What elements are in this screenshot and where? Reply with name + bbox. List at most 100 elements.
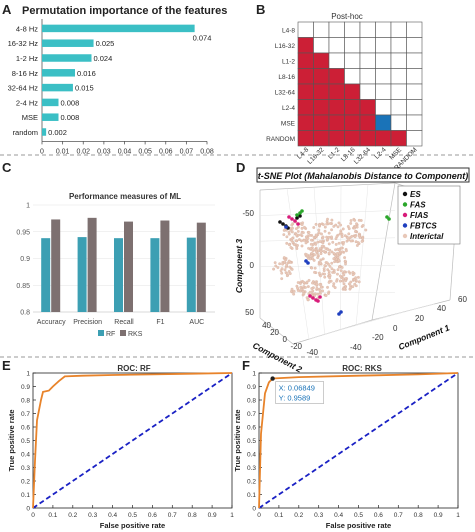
panel-letter-c: C bbox=[2, 160, 12, 175]
panel-b-matrix-cell bbox=[328, 99, 345, 116]
panel-d-interictal-point bbox=[313, 270, 316, 274]
panel-c-performance-bars: Performance measures of ML 0.8 0.85 0.9 0.9… bbox=[16, 192, 215, 338]
roc-x-tick-label: 0.8 bbox=[414, 512, 423, 519]
panel-d-legend-marker bbox=[402, 223, 408, 228]
panel-b-matrix-cell bbox=[297, 21, 314, 38]
panel-b-posthoc-matrix: Post-hoc L4-8L16-32L1-2L8-16L32-64L2-4MS… bbox=[266, 12, 423, 172]
panel-c-legend-label: RKS bbox=[128, 331, 143, 338]
panel-d-interictal-point bbox=[336, 251, 339, 255]
panel-d-interictal-point bbox=[344, 249, 348, 253]
panel-c-bar bbox=[51, 219, 61, 312]
panel-d-interictal-point bbox=[319, 258, 323, 262]
panel-d-grid-line bbox=[259, 210, 396, 216]
panel-d-interictal-point bbox=[332, 282, 336, 286]
panel-d-interictal-point bbox=[334, 223, 338, 227]
panel-d-interictal-point bbox=[305, 280, 309, 284]
panel-d-interictal-point bbox=[302, 239, 306, 242]
panel-d-interictal-point bbox=[278, 262, 282, 266]
panel-d-interictal-point bbox=[332, 252, 336, 255]
panel-d-interictal-point bbox=[285, 263, 289, 267]
panel-c-bar bbox=[160, 220, 170, 312]
panel-d-interictal-point bbox=[300, 287, 304, 291]
panel-a-bar bbox=[42, 24, 195, 33]
panel-d-interictal-point bbox=[325, 261, 329, 265]
roc-x-tick-label: 0.6 bbox=[374, 512, 383, 519]
panel-b-matrix-cell bbox=[313, 37, 330, 54]
panel-d-interictal-point bbox=[321, 257, 325, 261]
panel-b-matrix-cell bbox=[390, 83, 407, 100]
panel-b-matrix-cell bbox=[328, 114, 345, 131]
roc-y-axis-label: True positive rate bbox=[7, 409, 16, 471]
panel-d-interictal-point bbox=[343, 256, 346, 259]
panel-d-interictal-point bbox=[349, 286, 353, 290]
panel-d-interictal-point bbox=[339, 231, 343, 234]
panel-d-seizure-point bbox=[298, 214, 302, 218]
panel-c-legend-swatch bbox=[120, 330, 126, 336]
panel-d-legend-marker bbox=[402, 202, 408, 207]
panel-d-interictal-point bbox=[290, 267, 294, 271]
roc-chance-line bbox=[258, 372, 459, 509]
panel-d-interictal-point bbox=[296, 229, 300, 233]
panel-b-matrix-cell bbox=[375, 68, 392, 85]
panel-d-interictal-point bbox=[315, 286, 319, 290]
panel-d-interictal-point bbox=[314, 222, 318, 226]
roc-y-tick-label: 0.8 bbox=[247, 398, 256, 405]
panel-d-interictal-point bbox=[309, 242, 313, 246]
panel-d-interictal-point bbox=[344, 279, 347, 283]
panel-a-category-label: 2-4 Hz bbox=[16, 98, 38, 107]
panel-d-interictal-point bbox=[328, 264, 332, 268]
panel-d-interictal-point bbox=[273, 261, 277, 265]
panel-b-matrix-cell bbox=[390, 21, 407, 38]
panel-b-matrix-cell bbox=[328, 68, 345, 85]
panel-d-legend-label: FBTCS bbox=[410, 222, 437, 231]
panel-d-interictal-point bbox=[316, 256, 320, 259]
panel-d-legend-marker bbox=[402, 233, 408, 239]
panel-d-interictal-point bbox=[280, 277, 284, 281]
panel-e-title: ROC: RF bbox=[117, 364, 150, 373]
panel-a-category-label: 8-16 Hz bbox=[12, 69, 39, 78]
panel-d-interictal-point bbox=[324, 294, 328, 297]
panel-d-interictal-point bbox=[319, 274, 322, 278]
roc-x-axis-label: False positive rate bbox=[326, 521, 391, 530]
panel-d-interictal-point bbox=[340, 235, 344, 239]
panel-a-x-tick-label: 0.06 bbox=[159, 148, 173, 155]
panel-f-roc-rks: ROC: RKS 0 0.1 0.2 0.3 0.4 0.5 0.6 0.7 0.8 0.9 1 0 0… bbox=[233, 364, 460, 530]
roc-y-tick-label: 0.9 bbox=[247, 384, 256, 391]
panel-a-category-label: 4-8 Hz bbox=[16, 24, 38, 33]
panel-b-matrix-cell bbox=[328, 37, 345, 54]
panel-b-matrix-cell bbox=[313, 83, 330, 100]
panel-c-bar bbox=[77, 237, 87, 312]
panel-d-y-tick-label: 0 bbox=[393, 324, 398, 333]
panel-d-interictal-point bbox=[304, 286, 307, 289]
panel-d-interictal-point bbox=[350, 234, 354, 238]
panel-d-interictal-point bbox=[285, 241, 289, 245]
panel-a-x-tick-label: 0.02 bbox=[76, 148, 90, 155]
panel-b-row-label: L1-2 bbox=[282, 58, 295, 65]
panel-a-permutation-importance: Permutation importance of the features 4… bbox=[8, 5, 228, 155]
panel-d-interictal-point bbox=[314, 249, 318, 253]
panel-d-interictal-point bbox=[303, 225, 306, 229]
panel-d-interictal-point bbox=[336, 247, 340, 251]
panel-d-interictal-point bbox=[325, 222, 329, 226]
panel-d-interictal-point bbox=[301, 231, 305, 234]
panel-d-y-tick-label: 40 bbox=[437, 304, 446, 313]
roc-x-tick-label: 0.3 bbox=[314, 512, 323, 519]
panel-d-legend-label: FAS bbox=[410, 201, 426, 210]
panel-b-matrix-cell bbox=[390, 68, 407, 85]
panel-d-interictal-point bbox=[335, 279, 338, 283]
panel-b-matrix-cell bbox=[297, 130, 314, 147]
panel-a-value-label: 0.008 bbox=[61, 113, 80, 122]
panel-d-grid-line bbox=[286, 188, 310, 340]
panel-f-title: ROC: RKS bbox=[342, 364, 382, 373]
panel-d-interictal-point bbox=[310, 287, 314, 290]
roc-x-tick-label: 0.9 bbox=[208, 512, 217, 519]
panel-d-x-tick-label: 0 bbox=[283, 335, 288, 344]
panel-b-matrix-cell bbox=[344, 99, 361, 116]
panel-c-category-label: Recall bbox=[114, 319, 134, 326]
panel-a-x-tick-label: 0.04 bbox=[118, 148, 132, 155]
panel-d-interictal-point bbox=[321, 235, 325, 239]
panel-d-x-tick-label: 40 bbox=[262, 321, 271, 330]
panel-b-matrix-cell bbox=[375, 99, 392, 116]
panel-d-seizure-point bbox=[300, 209, 304, 213]
panel-b-matrix-cell bbox=[359, 21, 376, 38]
